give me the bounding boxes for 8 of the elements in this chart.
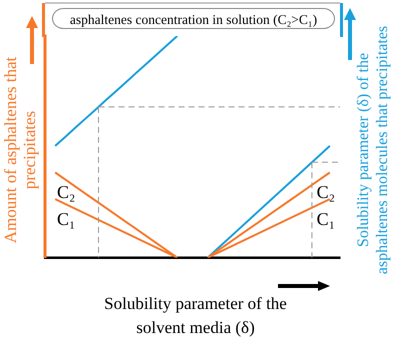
- series-label: C₁: [316, 208, 335, 229]
- series-label: C₁: [57, 208, 76, 229]
- y2-axis-title: Solubility parameter (δ) of the asphaltenes molecules that precipitates: [354, 24, 392, 276]
- x-axis-title: Solubility parameter of the solvent media (δ): [103, 293, 288, 339]
- y-axis-title: Amount of asphaltenes that precipitates: [1, 56, 39, 246]
- series-label: C₂: [316, 182, 335, 202]
- text: asphaltenes concentration in solution (C₂>C₁): [52, 8, 335, 29]
- series-label: C₂: [57, 182, 76, 202]
